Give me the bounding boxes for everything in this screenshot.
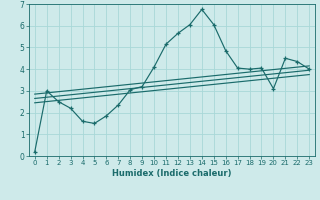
X-axis label: Humidex (Indice chaleur): Humidex (Indice chaleur) (112, 169, 232, 178)
